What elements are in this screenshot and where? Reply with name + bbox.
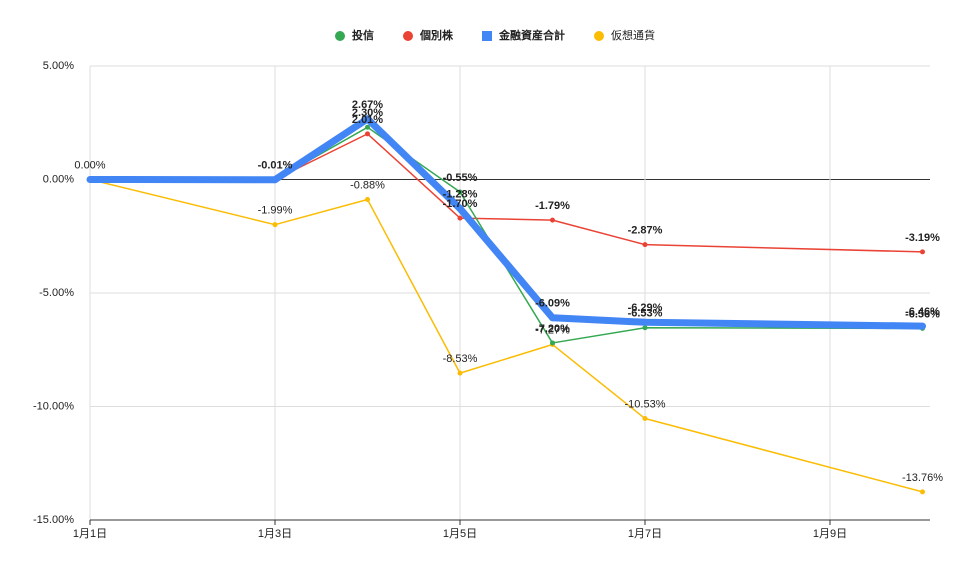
legend-marker bbox=[482, 31, 492, 41]
x-tick-label: 1月9日 bbox=[813, 528, 847, 540]
data-label: -3.19% bbox=[905, 232, 940, 244]
legend-marker bbox=[594, 31, 604, 41]
data-point bbox=[365, 124, 370, 130]
data-label: -6.29% bbox=[628, 302, 663, 314]
data-label: 2.67% bbox=[352, 99, 383, 111]
x-tick-label: 1月7日 bbox=[628, 528, 662, 540]
legend-label: 仮想通貨 bbox=[611, 28, 655, 42]
y-tick-label: -10.00% bbox=[33, 400, 74, 412]
data-label: -1.70% bbox=[443, 198, 478, 210]
data-label: -6.46% bbox=[905, 306, 940, 318]
series-line bbox=[89, 178, 923, 493]
legend-marker bbox=[335, 31, 345, 41]
legend-label: 個別株 bbox=[419, 28, 454, 42]
data-point bbox=[457, 370, 463, 376]
data-point bbox=[457, 189, 463, 195]
data-point bbox=[271, 176, 279, 184]
data-point bbox=[86, 176, 94, 183]
legend-label: 金融資産合計 bbox=[498, 28, 565, 42]
y-tick-label: -15.00% bbox=[33, 514, 74, 526]
series-line bbox=[89, 126, 923, 344]
data-point bbox=[920, 489, 925, 495]
data-point bbox=[456, 205, 464, 213]
x-tick-label: 1月3日 bbox=[258, 528, 292, 540]
data-label: 2.30% bbox=[352, 107, 383, 119]
x-tick-label: 1月5日 bbox=[443, 528, 477, 540]
legend-label: 投信 bbox=[352, 28, 374, 42]
data-label: -6.53% bbox=[628, 308, 663, 320]
data-point bbox=[457, 215, 463, 221]
data-label: -13.76% bbox=[902, 472, 943, 484]
data-point bbox=[642, 242, 648, 248]
data-point bbox=[550, 217, 555, 223]
data-label: -6.56% bbox=[905, 308, 940, 320]
data-label: -6.09% bbox=[535, 298, 570, 310]
x-tick-label: 1月1日 bbox=[73, 528, 107, 540]
data-point bbox=[919, 322, 926, 330]
data-label: -0.55% bbox=[443, 172, 478, 184]
legend: 投信 個別株 金融資産合計 仮想通貨 bbox=[335, 28, 655, 42]
data-point bbox=[272, 222, 278, 228]
data-label: -1.28% bbox=[443, 188, 478, 200]
data-label: -2.87% bbox=[628, 225, 663, 237]
data-point bbox=[365, 131, 370, 137]
data-label: -7.20% bbox=[535, 323, 570, 335]
data-label: 0.00% bbox=[74, 159, 105, 171]
data-label: -1.79% bbox=[535, 200, 570, 212]
data-point bbox=[642, 416, 648, 422]
data-label: -0.01% bbox=[258, 160, 293, 172]
y-tick-label: 5.00% bbox=[43, 60, 74, 72]
y-tick-label: -5.00% bbox=[39, 287, 74, 299]
data-point bbox=[550, 340, 555, 346]
data-label: -0.88% bbox=[350, 179, 385, 191]
series-line bbox=[90, 133, 923, 253]
data-point bbox=[365, 196, 370, 202]
legend-marker bbox=[403, 31, 413, 41]
data-point bbox=[549, 314, 556, 322]
y-tick-label: 0.00% bbox=[43, 173, 74, 185]
data-point bbox=[920, 249, 925, 255]
data-label: -8.53% bbox=[443, 353, 478, 365]
series-line bbox=[89, 115, 923, 330]
data-label: 2.01% bbox=[352, 114, 383, 126]
data-point bbox=[641, 318, 649, 326]
data-label: -10.53% bbox=[625, 398, 666, 410]
data-point bbox=[364, 115, 371, 123]
data-label: -1.99% bbox=[258, 205, 293, 217]
data-point bbox=[642, 325, 648, 331]
data-label: -7.27% bbox=[535, 324, 570, 336]
